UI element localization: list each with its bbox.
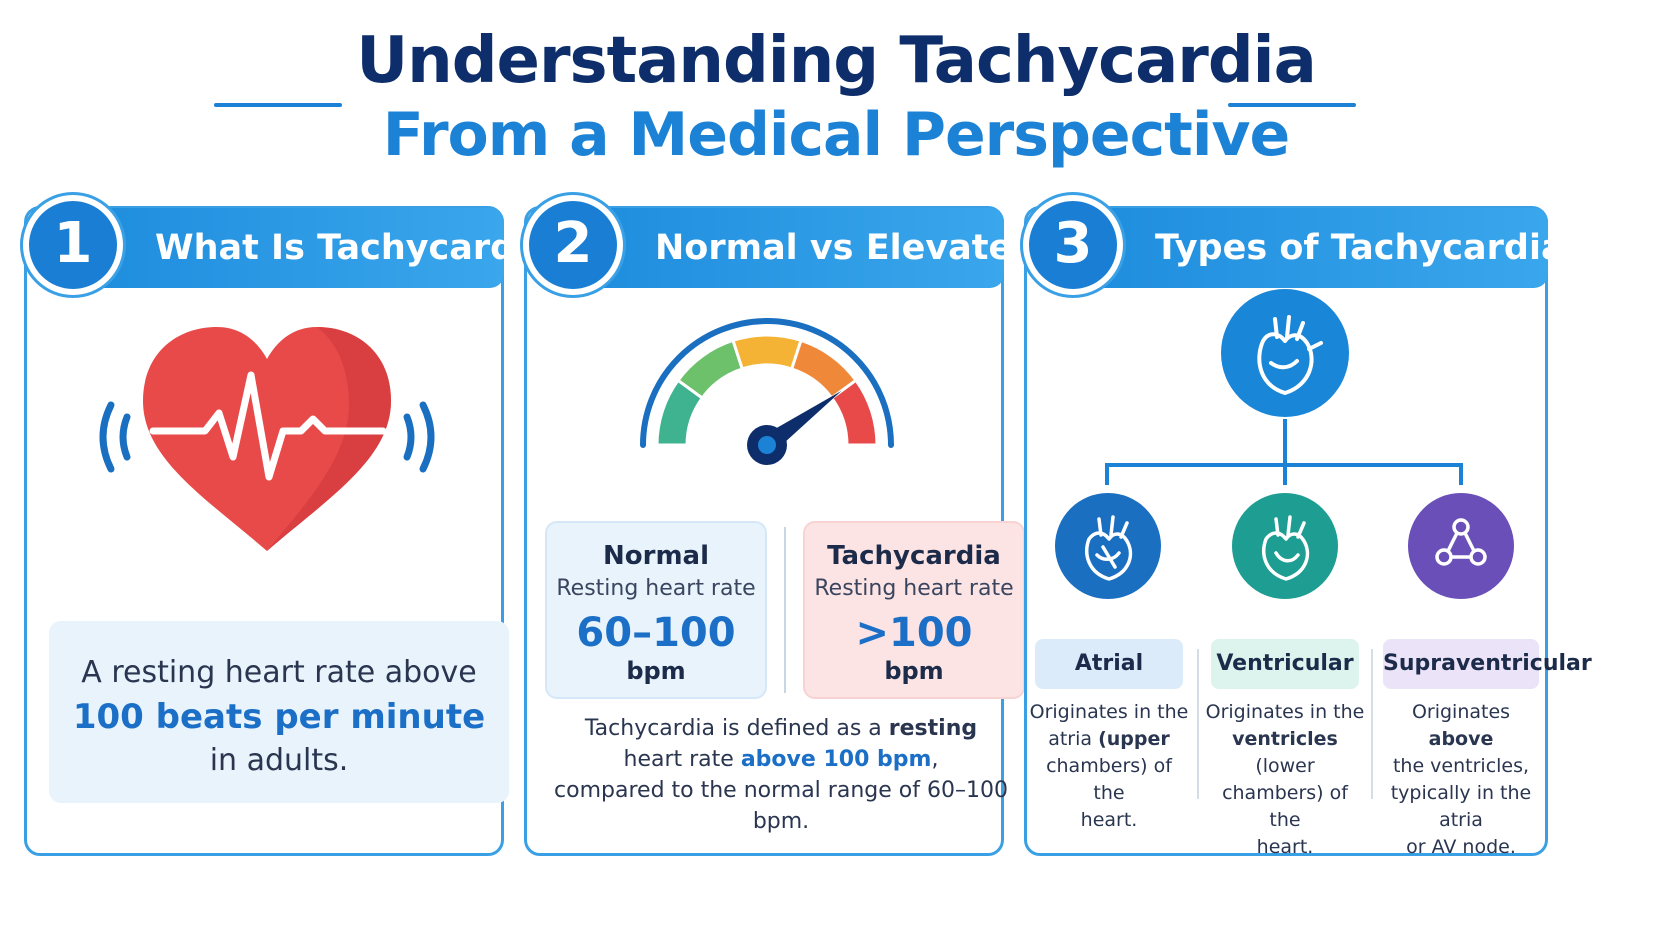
anatomical-heart-icon <box>1257 315 1323 395</box>
tachycardia-subtitle: Resting heart rate <box>814 576 1014 601</box>
normal-title: Normal <box>603 541 709 571</box>
tachycardia-range-card: Tachycardia Resting heart rate >100 bpm <box>803 521 1025 699</box>
node-network-icon <box>1435 518 1487 566</box>
title-rule-right <box>1228 103 1356 107</box>
type-separator <box>1371 649 1373 799</box>
desc-text: chambers) of the <box>1222 782 1348 831</box>
desc-emphasis: (upper <box>1098 728 1170 750</box>
panel-heading: Types of Tachycardia <box>1155 228 1565 268</box>
heart-icon <box>1085 515 1133 581</box>
type-ventricular-icon <box>1232 493 1338 599</box>
desc-text: chambers) of the <box>1046 755 1172 804</box>
sound-wave-left-outer <box>99 401 115 473</box>
type-supraventricular-icon <box>1408 493 1514 599</box>
main-heart-node <box>1221 289 1349 417</box>
tachycardia-title: Tachycardia <box>827 541 1001 571</box>
panel-normal-vs-elevated: Normal vs Elevated 2 Normal Resting hear… <box>523 195 1037 856</box>
panel-header: Normal vs Elevated <box>587 208 1037 288</box>
panel-what-is-tachycardia: What Is Tachycardia 1 A resting heart ra… <box>23 195 551 856</box>
definition-box: A resting heart rate above 100 beats per… <box>49 621 509 803</box>
sound-wave-left-inner <box>119 413 131 461</box>
gauge-segment <box>829 378 879 447</box>
gauge-hub-center <box>758 436 776 454</box>
note-part-3: heart rate <box>623 747 734 772</box>
infographic-title: Understanding Tachycardia From a Medical… <box>0 24 1672 172</box>
definition-threshold: 100 beats per minute <box>72 697 486 737</box>
tree-connector <box>1105 419 1463 485</box>
desc-text: typically in the atria <box>1390 782 1532 831</box>
desc-text: (lower <box>1255 755 1315 777</box>
desc-emphasis: above <box>1428 728 1494 750</box>
tachycardia-unit: bpm <box>884 657 944 685</box>
title-line-1: Understanding Tachycardia <box>356 24 1317 98</box>
normal-range-card: Normal Resting heart rate 60–100 bpm <box>545 521 767 699</box>
step-number-badge: 2 <box>523 195 623 295</box>
note-part-1: Tachycardia is defined as a <box>584 716 882 741</box>
types-tree-diagram <box>1105 289 1463 485</box>
gauge-segment <box>731 333 803 371</box>
heart-pulse-icon <box>99 327 435 551</box>
tachycardia-value: >100 <box>855 610 973 656</box>
type-desc-ventricular: Originates in the ventricles (lower cham… <box>1205 699 1365 861</box>
desc-text: atria <box>1048 728 1093 750</box>
definition-text-pre: A resting heart rate above <box>81 655 477 690</box>
note-part-5: , <box>931 747 939 772</box>
title-line-2: From a Medical Perspective <box>382 100 1290 170</box>
type-label-ventricular: Ventricular <box>1211 639 1359 689</box>
normal-unit: bpm <box>626 657 686 685</box>
desc-text: or AV node. <box>1406 836 1516 858</box>
pulse-line <box>149 371 387 481</box>
panel-heading: Normal vs Elevated <box>655 228 1038 268</box>
desc-emphasis: ventricles <box>1232 728 1338 750</box>
step-number-badge: 1 <box>23 195 123 295</box>
heart-shade <box>267 327 391 551</box>
step-number-badge: 3 <box>1023 195 1123 295</box>
desc-text: heart. <box>1080 809 1138 831</box>
desc-text: the ventricles, <box>1392 755 1530 777</box>
desc-text: heart. <box>1256 836 1314 858</box>
note-part-4: above 100 bpm <box>740 747 932 772</box>
gauge-outer-ring <box>640 318 894 448</box>
heart-icon <box>1262 515 1310 581</box>
type-atrial-icon <box>1055 493 1161 599</box>
panel-heading: What Is Tachycardia <box>155 228 551 268</box>
sound-wave-right-outer <box>419 401 435 473</box>
normal-subtitle: Resting heart rate <box>556 576 756 601</box>
definition-text-post: in adults. <box>209 743 349 778</box>
type-desc-atrial: Originates in the atria (upper chambers)… <box>1029 699 1189 834</box>
type-label-atrial: Atrial <box>1035 639 1183 689</box>
heart-rate-gauge <box>640 318 894 465</box>
panel-header: Types of Tachycardia <box>1087 208 1565 288</box>
comparison-divider <box>784 527 786 693</box>
normal-value: 60–100 <box>576 610 736 656</box>
type-desc-supraventricular: Originates above the ventricles, typical… <box>1379 699 1543 861</box>
desc-text: Originates <box>1411 701 1511 723</box>
note-part-2: resting <box>888 716 978 741</box>
desc-text: Originates in the <box>1029 701 1189 723</box>
panel-types-of-tachycardia: Types of Tachycardia 3 <box>1023 195 1592 858</box>
title-rule-left <box>214 103 342 107</box>
panel-header: What Is Tachycardia <box>87 208 551 288</box>
type-label-supraventricular: Supraventricular <box>1383 639 1592 689</box>
definition-note: Tachycardia is defined as a resting hear… <box>527 713 1035 837</box>
type-separator <box>1197 649 1199 799</box>
note-part-6: compared to the normal range of 60–100 b… <box>554 778 1008 834</box>
desc-text: Originates in the <box>1205 701 1365 723</box>
sound-wave-right-inner <box>403 413 415 461</box>
